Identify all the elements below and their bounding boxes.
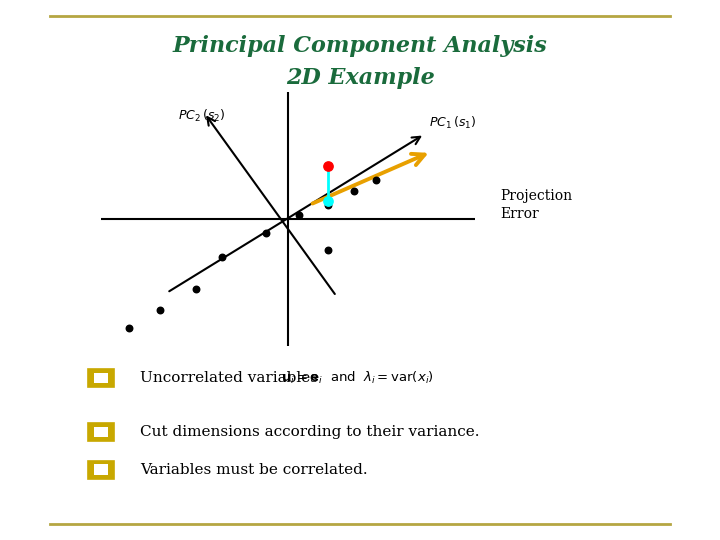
Bar bbox=[88, 461, 114, 478]
Point bbox=[293, 211, 305, 219]
Text: Variables must be correlated.: Variables must be correlated. bbox=[140, 463, 368, 477]
Text: Uncorrelated variables: Uncorrelated variables bbox=[140, 371, 323, 385]
Point bbox=[348, 186, 360, 195]
Point bbox=[190, 285, 202, 294]
Bar bbox=[88, 423, 114, 441]
Point bbox=[216, 253, 228, 262]
Text: 2D Example: 2D Example bbox=[286, 68, 434, 89]
Point bbox=[124, 323, 135, 332]
Point bbox=[155, 306, 166, 315]
Point bbox=[322, 161, 333, 170]
Point bbox=[260, 228, 271, 237]
Text: $\mathbf{u}_i = \mathbf{e}_i$  and  $\lambda_i = \mathrm{var}(x_i)$: $\mathbf{u}_i = \mathbf{e}_i$ and $\lamb… bbox=[281, 370, 433, 386]
Text: Principal Component Analysis: Principal Component Analysis bbox=[173, 35, 547, 57]
Point bbox=[322, 200, 333, 209]
Bar bbox=[88, 369, 114, 387]
Point bbox=[322, 246, 333, 255]
Bar bbox=[94, 373, 108, 383]
Point bbox=[370, 176, 382, 184]
Text: $PC_2\,(s_2)$: $PC_2\,(s_2)$ bbox=[178, 107, 225, 124]
Text: $PC_1\,(s_1)$: $PC_1\,(s_1)$ bbox=[429, 114, 477, 131]
Point bbox=[322, 197, 333, 205]
Bar bbox=[94, 464, 108, 475]
Text: Cut dimensions according to their variance.: Cut dimensions according to their varian… bbox=[140, 425, 480, 439]
Bar bbox=[94, 427, 108, 437]
Text: Projection
Error: Projection Error bbox=[500, 189, 572, 221]
